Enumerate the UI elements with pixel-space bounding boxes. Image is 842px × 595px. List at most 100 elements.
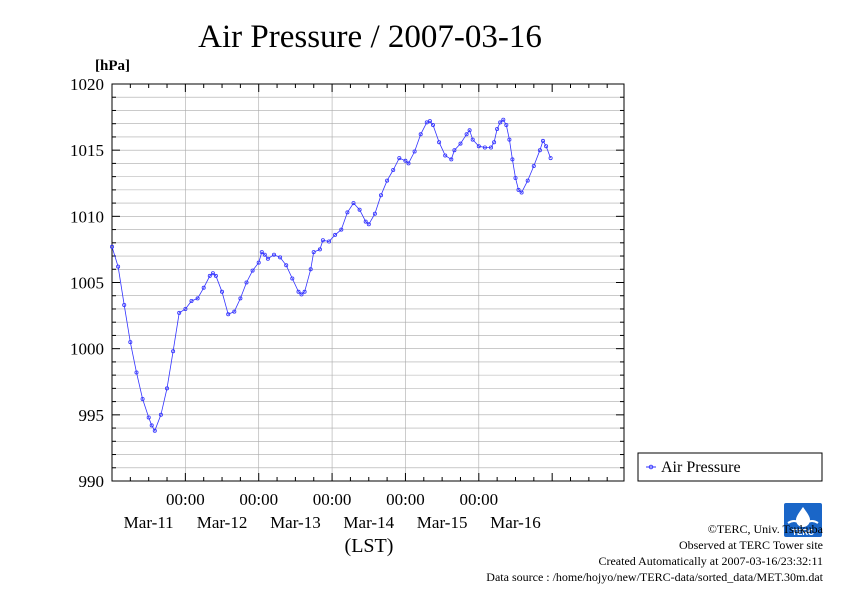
data-point: [418, 132, 423, 137]
logo-text: TERC: [792, 528, 814, 537]
data-point: [501, 117, 506, 122]
data-point: [458, 141, 463, 146]
data-point: [149, 423, 154, 428]
data-point: [177, 310, 182, 315]
data-point: [317, 247, 322, 252]
data-point: [351, 201, 356, 206]
data-point: [470, 137, 475, 142]
x-date-label: Mar-11: [124, 513, 174, 532]
data-point: [437, 140, 442, 145]
site-text: Observed at TERC Tower site: [678, 538, 823, 552]
x-tick-label: 00:00: [459, 490, 498, 509]
y-tick-label: 1005: [70, 274, 104, 293]
data-point: [271, 252, 276, 257]
copyright-text: ©TERC, Univ. Tsukuba: [707, 522, 823, 536]
data-point: [256, 260, 261, 265]
data-point: [146, 415, 151, 420]
data-point: [219, 289, 224, 294]
data-point: [452, 148, 457, 153]
data-point: [510, 157, 515, 162]
y-tick-label: 1000: [70, 340, 104, 359]
data-point: [507, 137, 512, 142]
x-tick-label: 00:00: [386, 490, 425, 509]
data-point: [464, 132, 469, 137]
data-point: [544, 144, 549, 149]
data-point: [498, 120, 503, 125]
data-point: [116, 264, 121, 269]
data-point: [201, 285, 206, 290]
data-point: [406, 161, 411, 166]
data-point: [385, 178, 390, 183]
y-tick-label: 1020: [70, 75, 104, 94]
data-point: [232, 309, 237, 314]
data-point: [320, 238, 325, 243]
data-point: [443, 153, 448, 158]
y-tick-label: 1010: [70, 207, 104, 226]
y-axis: 990 995 1000 1005 1010 1015 1020: [70, 75, 624, 491]
data-point: [391, 167, 396, 172]
data-point: [250, 268, 255, 273]
x-date-label: Mar-12: [197, 513, 248, 532]
data-point: [238, 296, 243, 301]
data-point: [134, 370, 139, 375]
data-point: [548, 156, 553, 161]
data-point: [195, 296, 200, 301]
y-tick-label: 990: [79, 472, 105, 491]
data-point: [164, 386, 169, 391]
data-point: [213, 273, 218, 278]
data-point: [326, 239, 331, 244]
created-text: Created Automatically at 2007-03-16/23:3…: [598, 554, 823, 568]
data-point: [308, 267, 313, 272]
y-tick-label: 995: [79, 406, 105, 425]
data-point: [210, 271, 215, 276]
data-point: [110, 244, 115, 249]
legend-entry-air-pressure: Air Pressure: [661, 459, 741, 476]
data-point: [128, 340, 133, 345]
x-tick-label: 00:00: [166, 490, 205, 509]
data-point: [504, 123, 509, 128]
data-point: [403, 158, 408, 163]
data-point: [492, 140, 497, 145]
data-point: [278, 255, 283, 260]
data-point: [299, 292, 304, 297]
data-point: [339, 227, 344, 232]
credits: ©TERC, Univ. Tsukuba Observed at TERC To…: [486, 521, 823, 585]
legend: Air Pressure: [637, 452, 823, 482]
data-point: [430, 123, 435, 128]
chart-title: Air Pressure / 2007-03-16: [198, 19, 542, 55]
data-point: [476, 144, 481, 149]
x-date-label: Mar-14: [343, 513, 394, 532]
data-point: [488, 145, 493, 150]
data-point: [519, 190, 524, 195]
data-point: [284, 263, 289, 268]
data-point: [333, 232, 338, 237]
data-point: [541, 138, 546, 143]
data-point: [296, 289, 301, 294]
data-point: [363, 219, 368, 224]
x-axis-label: (LST): [345, 535, 394, 557]
x-date-label: Mar-13: [270, 513, 321, 532]
data-point: [226, 312, 231, 317]
data-point: [482, 145, 487, 150]
data-point: [302, 289, 307, 294]
x-tick-label: 00:00: [239, 490, 278, 509]
data-point: [412, 149, 417, 154]
data-point: [525, 178, 530, 183]
data-point: [311, 250, 316, 255]
data-point: [183, 306, 188, 311]
data-point: [516, 187, 521, 192]
x-date-label: Mar-15: [417, 513, 468, 532]
data-point: [259, 250, 264, 255]
series-line-air-pressure: [111, 119, 551, 432]
data-point: [427, 119, 432, 124]
data-point: [265, 256, 270, 261]
data-point: [366, 222, 371, 227]
y-axis-label: [hPa]: [95, 58, 130, 74]
data-point: [262, 252, 267, 257]
data-point: [378, 193, 383, 198]
x-tick-label: 00:00: [313, 490, 352, 509]
data-point: [207, 273, 212, 278]
data-point: [531, 163, 536, 168]
data-point: [537, 148, 542, 153]
